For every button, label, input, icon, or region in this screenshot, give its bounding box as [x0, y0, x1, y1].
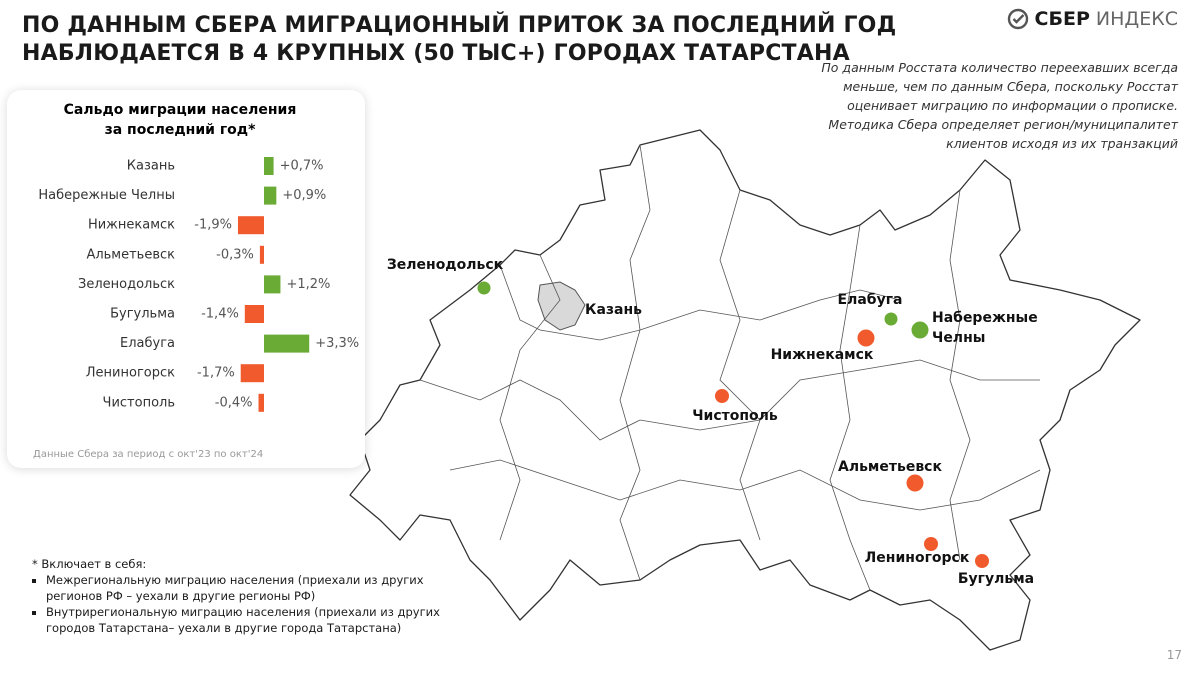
city-dot — [715, 389, 729, 403]
footnote-line: Межрегиональную миграцию населения (прие… — [46, 573, 424, 587]
logo-word: СБЕР — [1034, 8, 1090, 30]
footnote-line: регионов РФ – уехали в другие регионы РФ… — [46, 589, 316, 603]
category-label: Лениногорск — [86, 366, 175, 381]
title-line: НАБЛЮДАЕТСЯ В 4 КРУПНЫХ (50 ТЫС+) ГОРОДА… — [22, 41, 850, 66]
city-label: Чистополь — [692, 408, 778, 424]
note-line: меньше, чем по данным Сбера, поскольку Р… — [843, 79, 1178, 94]
category-label: Елабуга — [120, 336, 175, 351]
value-label: -0,4% — [215, 395, 253, 410]
chart: Сальдо миграции населения за последний г… — [33, 102, 359, 460]
bar — [264, 186, 277, 205]
city-dot — [477, 281, 491, 295]
city-label: Альметьевск — [838, 459, 943, 475]
value-label: +0,7% — [280, 159, 324, 174]
city-dot — [884, 312, 898, 326]
category-label: Нижнекамск — [88, 218, 175, 233]
footnote-item: Внутрирегиональную миграцию населения (п… — [46, 604, 440, 636]
category-label: Чистополь — [103, 395, 175, 410]
note-line: клиентов исходя из их транзакций — [946, 136, 1178, 151]
city-label: Челны — [932, 330, 985, 346]
category-label: Альметьевск — [86, 247, 175, 262]
district-lines — [419, 144, 1041, 591]
region-kazan — [537, 281, 586, 331]
city-dot — [975, 554, 989, 568]
city-label: Казань — [585, 302, 642, 318]
chart-card — [7, 90, 365, 468]
bar — [264, 275, 281, 294]
value-label: -0,3% — [216, 247, 254, 262]
value-label: +1,2% — [286, 277, 330, 292]
title-line: ПО ДАННЫМ СБЕРА МИГРАЦИОННЫЙ ПРИТОК ЗА П… — [22, 13, 897, 38]
city-dot — [906, 474, 924, 492]
chart-title: за последний год* — [105, 122, 257, 138]
value-label: -1,4% — [201, 307, 239, 322]
city-dot — [924, 537, 938, 551]
city-dot — [857, 329, 875, 347]
logo: СБЕР ИНДЕКС — [1007, 8, 1178, 30]
city-dot — [911, 321, 929, 339]
bar — [240, 364, 264, 383]
chart-title: Сальдо миграции населения — [64, 102, 297, 118]
bar — [264, 157, 274, 175]
city-label: Набережные — [932, 310, 1038, 326]
page-number: 17 — [1166, 648, 1182, 662]
city-label: Зеленодольск — [387, 257, 504, 273]
region-outline — [349, 129, 1141, 651]
logo-icon — [1007, 8, 1028, 30]
category-label: Казань — [127, 159, 175, 174]
city-label: Лениногорск — [865, 550, 970, 566]
bar — [259, 245, 264, 264]
bar — [258, 393, 264, 412]
footnote-line: городов Татарстана– уехали в другие горо… — [46, 621, 402, 635]
note: По данным Росстата количество переехавши… — [758, 58, 1178, 153]
value-label: +3,3% — [315, 336, 359, 351]
logo-word: ИНДЕКС — [1095, 8, 1178, 30]
note-line: Методика Сбера определяет регион/муницип… — [828, 117, 1178, 132]
category-label: Бугульма — [110, 307, 175, 322]
bar — [244, 305, 264, 323]
footnote-head: * Включает в себя: — [32, 557, 147, 571]
city-label: Бугульма — [958, 571, 1034, 587]
city-label: Елабуга — [838, 292, 903, 308]
value-label: -1,9% — [194, 218, 232, 233]
bar — [237, 216, 264, 235]
slide-title: ПО ДАННЫМ СБЕРА МИГРАЦИОННЫЙ ПРИТОК ЗА П… — [22, 12, 896, 68]
footnote-item: Межрегиональную миграцию населения (прие… — [46, 572, 440, 604]
footnote-list: Межрегиональную миграцию населения (прие… — [32, 572, 440, 636]
note-line: оценивает миграцию по информации о пропи… — [847, 98, 1178, 113]
footnote-line: Внутрирегиональную миграцию населения (п… — [46, 605, 440, 619]
category-label: Зеленодольск — [78, 277, 175, 292]
value-label: -1,7% — [197, 366, 235, 381]
note-line: По данным Росстата количество переехавши… — [821, 60, 1178, 75]
chart-source: Данные Сбера за период с окт'23 по окт'2… — [33, 449, 263, 460]
bar — [264, 334, 310, 353]
category-label: Набережные Челны — [38, 188, 175, 203]
city-label: Нижнекамск — [771, 347, 874, 363]
value-label: +0,9% — [282, 188, 326, 203]
footnote: * Включает в себя: Межрегиональную мигра… — [32, 556, 440, 636]
